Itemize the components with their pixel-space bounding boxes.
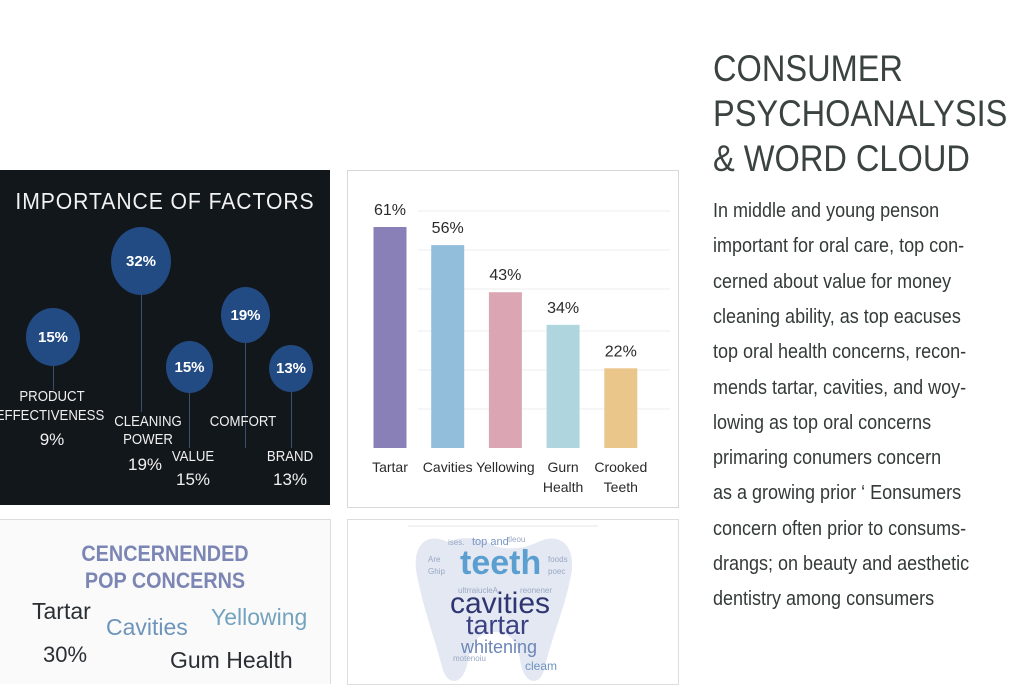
paragraph-line: lowing as top oral concerns [713, 411, 932, 434]
category-label: Teeth [604, 479, 638, 495]
category-label: Tartar [372, 459, 408, 475]
concerns-title-line: POP CONCERNS [84, 568, 246, 593]
category-label: Yellowing [476, 459, 535, 475]
paragraph-line: dentistry among consumers [713, 588, 935, 611]
concern-word: 30% [43, 642, 88, 667]
bubble-stem [53, 360, 54, 390]
factor-bubble: 15% [166, 341, 213, 393]
factor-bubble: 32% [111, 227, 171, 295]
paragraph-line: concern often prior to consums- [713, 517, 967, 540]
cloud-minor-word: poec [548, 567, 565, 576]
concern-word: Yellowing [211, 604, 308, 630]
bar-chart-svg: 61% Tartar 56% Cavities 43% Yellowing 34% Gurn H… [372, 202, 670, 495]
bar [373, 227, 407, 448]
title-line: PSYCHOANALYSIS [713, 93, 1008, 134]
factor-label: POWER [123, 431, 173, 448]
paragraph-line: drangs; on beauty and aesthetic [713, 553, 970, 575]
paragraph-line: as a growing prior ‘ Eonsumers [713, 482, 962, 505]
tooth-shape [415, 538, 573, 681]
factor-value: 19% [127, 455, 163, 474]
bubble-stem [141, 290, 142, 412]
bar [604, 368, 638, 448]
concern-word: Cavities [106, 614, 188, 640]
factor-label: CLEANING [114, 413, 182, 430]
cloud-minor-word: ultrraiuclеA [458, 586, 499, 595]
cloud-minor-word: top and [472, 536, 509, 548]
concern-word: Gum Health [170, 647, 293, 673]
paragraph-line: cleaning ability, as top eacuses [713, 305, 961, 328]
data-label: 22% [605, 343, 637, 360]
cloud-minor-word: foods [548, 555, 568, 564]
cloud-word-tartar: tartar [466, 610, 529, 640]
factor-label: VALUE [171, 448, 215, 465]
category-label: Health [543, 479, 583, 495]
concerns-title-line: CENCERNENDED [81, 541, 249, 566]
bubble-stem [189, 388, 190, 448]
factor-label: BRAND [266, 448, 314, 465]
bar [431, 245, 465, 448]
factor-value: 9% [39, 430, 65, 449]
cloud-word-whitening: whitening [460, 637, 537, 657]
concern-word: Tartar [32, 598, 91, 624]
bar [546, 324, 580, 448]
data-label: 56% [432, 220, 464, 237]
title-line: CONSUMER [713, 48, 903, 89]
paragraph-line: important for oral care, top con- [713, 235, 965, 258]
factor-bubble: 15% [26, 308, 80, 366]
cloud-minor-word: tleou [508, 535, 525, 544]
pop-concerns-panel: CENCERNENDED POP CONCERNS Tartar Cavitie… [0, 519, 331, 684]
category-label: Cavities [423, 459, 473, 475]
cloud-minor-word: reonener [520, 586, 552, 595]
oral-concerns-bar-chart: 61% Tartar 56% Cavities 43% Yellowing 34% Gurn H… [347, 170, 679, 508]
bubble-stem [291, 388, 292, 448]
data-label: 34% [547, 300, 579, 317]
cloud-minor-word: ises. [448, 538, 464, 547]
cloud-minor-word: motenoiu [453, 654, 486, 663]
paragraph-line: cerned about value for money [713, 270, 952, 293]
title-line: & WORD CLOUD [713, 138, 970, 179]
factors-title: IMPORTANCE OF FACTORS [15, 188, 315, 214]
tooth-word-cloud: ises. top and tleou Are Ghip poec ultrra… [408, 525, 598, 681]
cloud-minor-word: Ghip [428, 567, 445, 576]
category-label: Gurn [548, 459, 579, 475]
concerns-title: CENCERNENDED POP CONCERNS [17, 540, 314, 594]
page-title: CONSUMER PSYCHOANALYSIS & WORD CLOUD [713, 46, 1007, 181]
factor-value: 15% [175, 470, 211, 489]
bar [488, 292, 522, 448]
factor-value: 13% [272, 470, 308, 489]
category-label: Crooked [594, 459, 647, 475]
importance-of-factors-panel: IMPORTANCE OF FACTORS 15% 32% 15% 19% 13… [0, 170, 330, 505]
bubble-stem [245, 338, 246, 448]
data-label: 61% [374, 202, 406, 219]
cloud-word-cavities: cavities [450, 587, 550, 620]
data-label: 43% [489, 267, 521, 284]
paragraph-line: mends tartar, cavities, and woy- [713, 376, 967, 399]
paragraph-line: top oral health concerns, recon- [713, 341, 967, 364]
paragraph-line: In middle and young penson [713, 200, 940, 222]
cloud-word-cleam: cleam [525, 659, 557, 673]
paragraph-line: primaring conumers concern [713, 447, 942, 470]
factor-label: PRODUCT [19, 388, 85, 405]
tooth-word-cloud-panel: ises. top and tleou Are Ghip poec ultrra… [347, 519, 679, 685]
cloud-word-teeth: teeth [460, 544, 541, 582]
factor-label: COMFORT [209, 413, 277, 430]
factor-bubble: 13% [269, 345, 313, 392]
factor-label: EFFECTIVENESS [0, 407, 105, 424]
cloud-minor-word: Are [428, 555, 441, 564]
factor-bubble: 19% [221, 287, 270, 343]
